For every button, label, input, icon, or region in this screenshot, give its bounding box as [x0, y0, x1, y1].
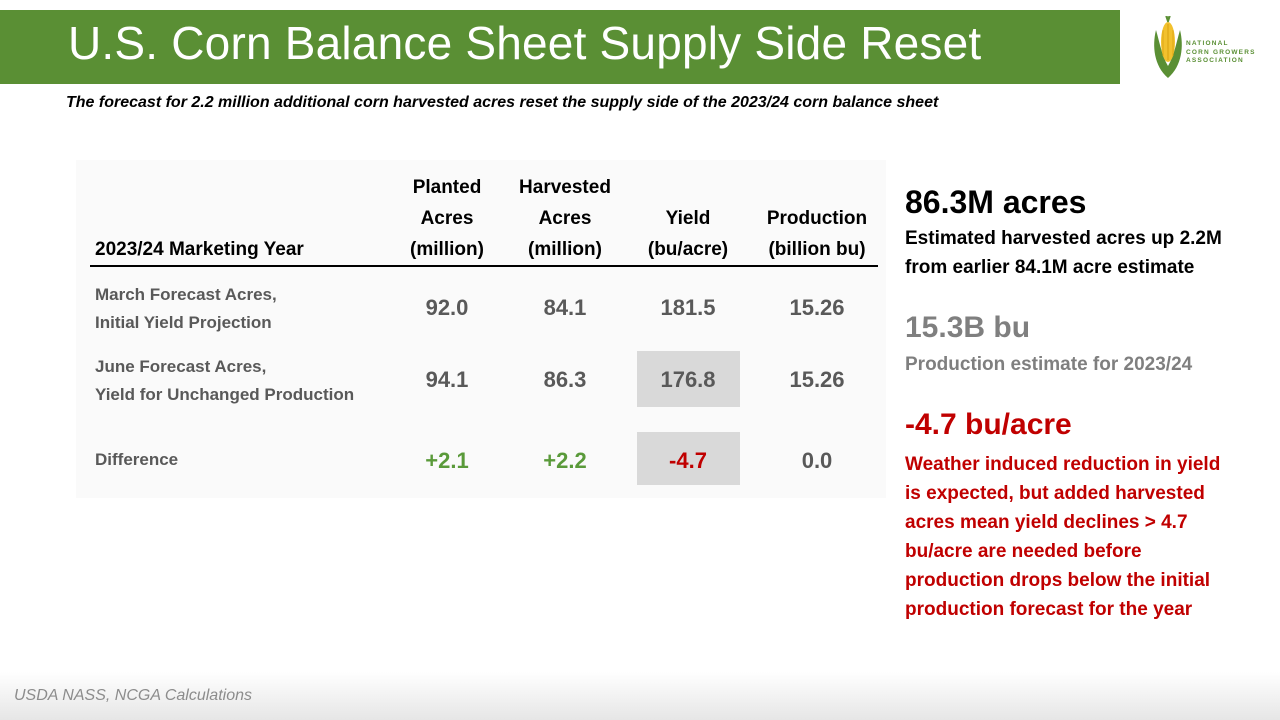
stat-description-line: Estimated harvested acres up 2.2M — [905, 228, 1222, 249]
column-header-line: Yield — [665, 208, 711, 229]
ncga-logo: NATIONAL CORN GROWERS ASSOCIATION — [1120, 10, 1280, 84]
yield-highlight-june — [637, 351, 740, 407]
stat-description-line: production drops below the initial — [905, 570, 1211, 591]
stat-production-description: Production estimate for 2023/24 — [905, 350, 1192, 379]
stat-description-line: Production estimate for 2023/24 — [905, 354, 1193, 375]
yield-highlight-difference — [637, 432, 740, 485]
column-header-planted: Planted Acres (million) — [392, 172, 502, 265]
table-cell: 176.8 — [660, 367, 716, 392]
table-cell: 86.3 — [543, 367, 587, 392]
table-cell: 181.5 — [660, 295, 716, 320]
column-header-line: Planted — [412, 177, 482, 198]
logo-line: CORN GROWERS — [1186, 48, 1256, 56]
column-header-line: (billion bu) — [768, 239, 866, 260]
table-cell: 92.0 — [425, 295, 469, 320]
column-header-line: Acres — [420, 208, 474, 229]
row-label-line: Initial Yield Projection — [95, 313, 272, 332]
footer-band — [0, 672, 1280, 720]
stat-description-line: is expected, but added harvested — [905, 483, 1205, 504]
table-cell: 15.26 — [789, 295, 845, 320]
table-cell: +2.1 — [425, 448, 469, 473]
logo-line: NATIONAL — [1186, 40, 1229, 47]
stat-description-line: Weather induced reduction in yield — [905, 454, 1221, 475]
stat-harvested-description: Estimated harvested acres up 2.2M from e… — [905, 224, 1222, 282]
table-cell: 0.0 — [801, 448, 833, 473]
column-header-yield: Yield (bu/acre) — [633, 203, 743, 265]
stat-description-line: bu/acre are needed before — [905, 541, 1142, 562]
column-header-line: (bu/acre) — [647, 239, 729, 260]
table-cell: 84.1 — [543, 295, 587, 320]
stat-yield-description: Weather induced reduction in yield is ex… — [905, 450, 1220, 624]
table-row-header: 2023/24 Marketing Year — [95, 239, 304, 260]
table-cell: 15.26 — [789, 367, 845, 392]
stat-harvested-acres: 86.3M acres — [905, 184, 1087, 220]
column-header-line: Harvested — [519, 177, 611, 198]
title-banner: U.S. Corn Balance Sheet Supply Side Rese… — [0, 10, 1142, 84]
header-divider — [90, 265, 878, 267]
page-title: U.S. Corn Balance Sheet Supply Side Rese… — [68, 17, 982, 69]
column-header-production: Production (billion bu) — [752, 203, 882, 265]
row-label-line: Difference — [95, 450, 179, 469]
column-header-harvested: Harvested Acres (million) — [505, 172, 625, 265]
logo-line: ASSOCIATION — [1186, 57, 1244, 64]
column-header-line: (million) — [528, 239, 602, 260]
table-cell: 94.1 — [425, 367, 469, 392]
table-cell: +2.2 — [543, 448, 587, 473]
row-label-difference: Difference — [95, 446, 178, 474]
column-header-line: Production — [766, 208, 868, 229]
stat-description-line: from earlier 84.1M acre estimate — [905, 257, 1195, 278]
row-label-march: March Forecast Acres, Initial Yield Proj… — [95, 281, 277, 337]
stat-yield-change: -4.7 bu/acre — [905, 408, 1072, 441]
row-label-line: March Forecast Acres, — [95, 285, 277, 304]
row-label-june: June Forecast Acres, Yield for Unchanged… — [95, 353, 354, 409]
stat-description-line: acres mean yield declines > 4.7 — [905, 512, 1188, 533]
row-label-line: Yield for Unchanged Production — [95, 385, 355, 404]
corn-icon — [1154, 16, 1182, 78]
table-cell: -4.7 — [669, 448, 707, 473]
subtitle: The forecast for 2.2 million additional … — [66, 94, 939, 111]
stat-production: 15.3B bu — [905, 311, 1031, 344]
column-header-line: (million) — [410, 239, 484, 260]
source-note: USDA NASS, NCGA Calculations — [14, 687, 252, 704]
logo-text: NATIONAL CORN GROWERS ASSOCIATION — [1186, 40, 1256, 66]
data-table-background — [76, 160, 886, 498]
column-header-line: Acres — [538, 208, 592, 229]
stat-description-line: production forecast for the year — [905, 599, 1193, 620]
row-label-line: June Forecast Acres, — [95, 357, 267, 376]
